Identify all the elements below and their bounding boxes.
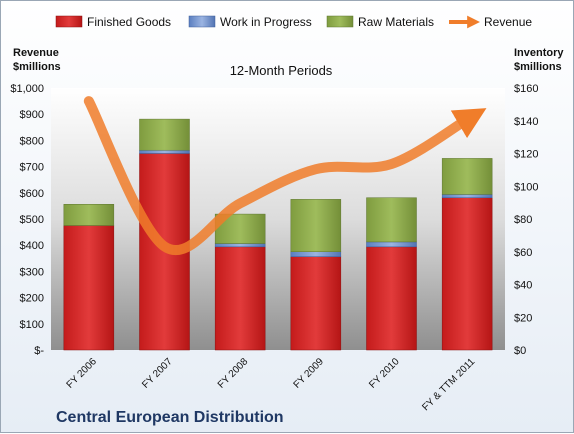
x-axis-category-label: FY & TTM 2011 (420, 356, 477, 413)
right-axis-tick-label: $20 (514, 312, 532, 324)
legend-label-work-in-progress: Work in Progress (220, 15, 312, 29)
left-axis-tick-label: $900 (20, 109, 44, 121)
right-axis-tick-label: $160 (514, 83, 538, 95)
bar-finished-goods (214, 246, 266, 351)
x-axis-category-label: FY 2010 (367, 356, 402, 391)
right-axis-tick-label: $140 (514, 116, 538, 128)
right-axis-title-line2: $millions (514, 61, 562, 73)
bar-work-in-progress (214, 243, 266, 248)
x-axis-category-label: FY 2009 (292, 356, 327, 391)
bar-raw-materials (63, 204, 115, 226)
bar-raw-materials (441, 158, 493, 195)
left-axis-tick-label: $200 (20, 293, 44, 305)
legend-label-finished-goods: Finished Goods (87, 15, 171, 29)
bar-raw-materials (139, 118, 190, 151)
legend-swatch-work-in-progress (188, 15, 216, 28)
plot-area (51, 88, 505, 350)
right-axis-title-line1: Inventory (514, 47, 564, 59)
x-axis-category-label: FY 2007 (140, 356, 175, 391)
bars-layer (63, 118, 493, 351)
left-axis-title-line1: Revenue (13, 47, 59, 59)
right-axis-tick-label: $80 (514, 214, 532, 226)
right-axis-tick-label: $100 (514, 181, 538, 193)
right-axis-tick-label: $60 (514, 247, 532, 259)
right-axis-tick-label: $120 (514, 149, 538, 161)
bar-work-in-progress (441, 194, 493, 198)
x-axis-category-label: FY 2008 (216, 356, 251, 391)
bar-work-in-progress (366, 241, 417, 248)
left-axis-tick-label: $300 (20, 266, 44, 278)
left-axis-tick-label: $- (34, 345, 44, 357)
legend: Finished Goods Work in Progress Raw Mate… (55, 15, 532, 29)
revenue-line (83, 96, 487, 255)
chart-subtitle: 12-Month Periods (230, 63, 333, 78)
right-axis-tick-label: $0 (514, 345, 526, 357)
left-axis-tick-label: $800 (20, 135, 44, 147)
legend-label-revenue: Revenue (484, 15, 532, 29)
left-axis-tick-label: $500 (20, 214, 44, 226)
bar-raw-materials (290, 199, 342, 253)
bar-finished-goods (63, 225, 115, 351)
right-axis-tick-label: $40 (514, 280, 532, 292)
company-name: Central European Distribution (56, 409, 284, 426)
x-axis-category-label: FY 2006 (65, 356, 100, 391)
bar-work-in-progress (139, 149, 190, 154)
bar-finished-goods (441, 197, 493, 351)
bar-work-in-progress (290, 251, 342, 257)
left-axis-tick-label: $400 (20, 240, 44, 252)
left-axis-tick-label: $700 (20, 162, 44, 174)
legend-swatch-raw-materials (326, 15, 354, 28)
legend-swatch-finished-goods (55, 15, 83, 28)
left-axis-title-line2: $millions (13, 61, 61, 73)
revenue-line-layer (83, 96, 487, 255)
bar-finished-goods (366, 246, 417, 351)
bar-finished-goods (290, 256, 342, 351)
legend-label-raw-materials: Raw Materials (358, 15, 434, 29)
left-axis-tick-label: $600 (20, 188, 44, 200)
bar-raw-materials (366, 197, 417, 243)
left-axis-tick-label: $100 (20, 319, 44, 331)
left-axis-tick-label: $1,000 (10, 83, 44, 95)
